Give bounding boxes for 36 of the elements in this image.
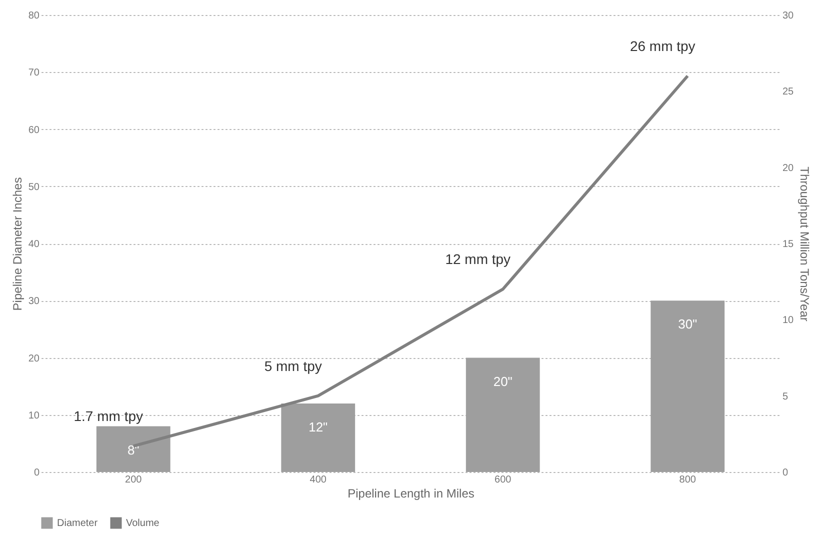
bar — [96, 426, 170, 472]
y-tick-label: 50 — [28, 182, 40, 193]
y2-tick-label: 5 — [782, 391, 788, 402]
data-label: 20" — [493, 374, 513, 389]
data-label: 5 mm tpy — [264, 358, 322, 374]
x-tick-label: 600 — [494, 474, 512, 486]
y2-tick-label: 15 — [782, 239, 794, 250]
bar — [281, 403, 356, 472]
y-tick-label: 20 — [28, 353, 40, 364]
y2-tick-label: 10 — [782, 315, 794, 326]
data-label: 30" — [678, 316, 698, 332]
y2-axis-title: Throughput Million Tons/Year — [798, 166, 812, 322]
y-tick-label: 30 — [28, 296, 40, 308]
legend-label: Diameter — [57, 518, 98, 529]
data-label: 12 mm tpy — [445, 251, 511, 268]
y2-tick-label: 25 — [782, 86, 794, 98]
x-tick-label: 400 — [310, 474, 327, 486]
y-tick-label: 70 — [28, 68, 40, 79]
x-tick-label: 200 — [125, 474, 142, 486]
y-tick-label: 40 — [28, 239, 40, 250]
y-axis-title: Pipeline Diameter Inches — [10, 177, 24, 311]
y-tick-label: 10 — [28, 410, 40, 422]
y2-tick-label: 20 — [782, 162, 794, 174]
data-label: 26 mm tpy — [630, 38, 696, 54]
legend-label: Volume — [126, 518, 160, 529]
y2-tick-label: 30 — [782, 10, 794, 22]
bar — [466, 358, 540, 472]
y-tick-label: 60 — [28, 124, 40, 136]
data-label: 12" — [308, 419, 328, 434]
bar — [650, 300, 725, 472]
x-tick-label: 800 — [679, 474, 696, 486]
data-label: 1.7 mm tpy — [74, 408, 143, 424]
y-tick-label: 80 — [28, 10, 40, 22]
y-tick-label: 0 — [34, 468, 40, 478]
y2-tick-label: 0 — [782, 468, 788, 478]
x-axis-title: Pipeline Length in Miles — [348, 486, 474, 500]
